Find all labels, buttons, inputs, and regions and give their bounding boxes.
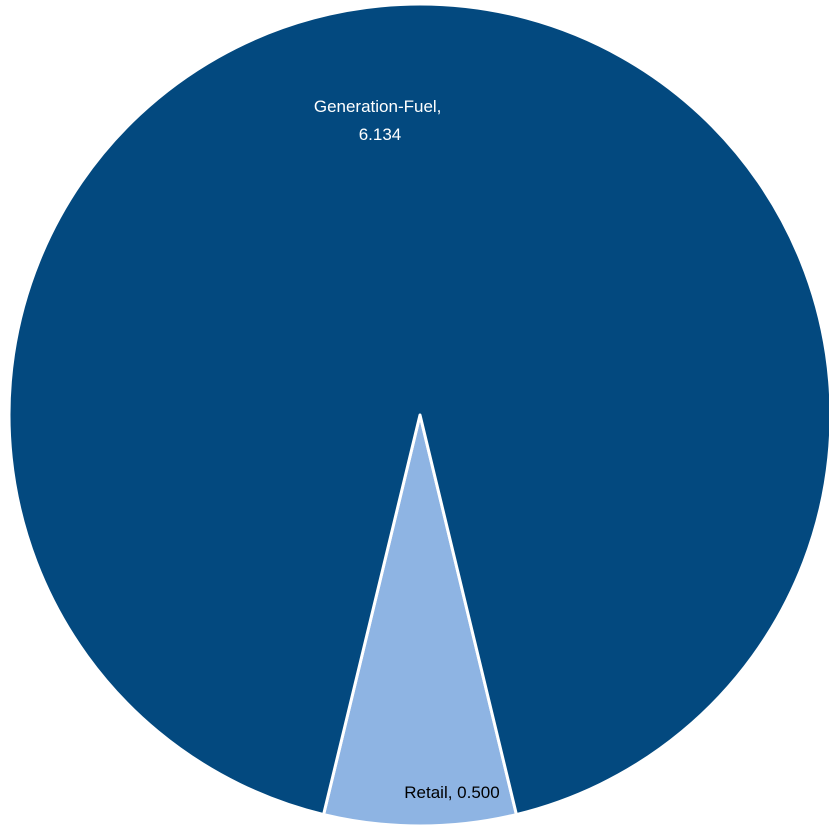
pie-slices bbox=[7, 2, 829, 828]
slice-label-retail: Retail, 0.500 bbox=[404, 783, 499, 802]
pie-slice-retail bbox=[322, 413, 518, 828]
slice-label-retail-name: Retail, 0.500 bbox=[404, 783, 499, 802]
pie-slice-generation-fuel bbox=[7, 2, 829, 817]
pie-labels: Generation-Fuel, 6.134 Retail, 0.500 bbox=[314, 97, 500, 802]
slice-label-generation-fuel-name: Generation-Fuel, bbox=[314, 97, 442, 116]
slice-label-generation-fuel-value: 6.134 bbox=[359, 125, 402, 144]
slice-label-generation-fuel: Generation-Fuel, 6.134 bbox=[314, 97, 446, 144]
